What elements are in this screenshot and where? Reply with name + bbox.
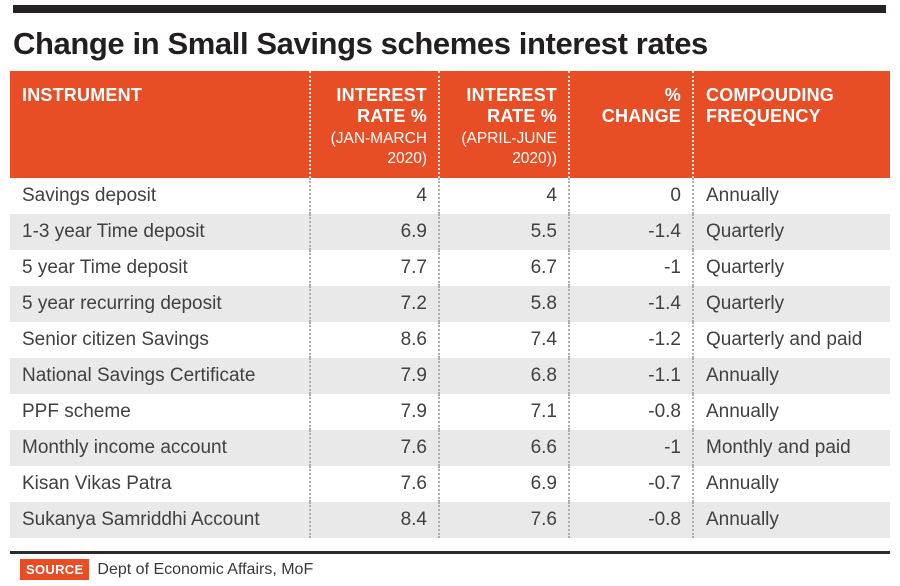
table-row: 5 year recurring deposit 7.2 5.8 -1.4 Qu… (10, 286, 890, 322)
cell-percent-change: -0.8 (568, 394, 692, 430)
cell-instrument: 5 year Time deposit (22, 257, 188, 278)
cell-rate-jan-march: 4 (309, 178, 438, 214)
page-title: Change in Small Savings schemes interest… (13, 26, 708, 61)
cell-instrument: 5 year recurring deposit (22, 293, 222, 314)
cell-rate-jan-march: 7.9 (309, 394, 438, 430)
cell-rate-jan-march: 6.9 (309, 214, 438, 250)
cell-instrument: Kisan Vikas Patra (22, 473, 172, 494)
cell-instrument: Sukanya Samriddhi Account (22, 509, 260, 530)
cell-rate-jan-march: 7.2 (309, 286, 438, 322)
column-header-percent-change: % CHANGE (568, 71, 692, 178)
cell-instrument: National Savings Certificate (22, 365, 256, 386)
table-row: Senior citizen Savings 8.6 7.4 -1.2 Quar… (10, 322, 890, 358)
cell-frequency: Annually (692, 178, 890, 214)
cell-rate-april-june: 7.4 (438, 322, 568, 358)
column-header-sublabel: (JAN-MARCH 2020) (330, 130, 427, 167)
table-body: Savings deposit 4 4 0 Annually 1-3 year … (10, 178, 890, 538)
cell-frequency: Quarterly (692, 286, 890, 322)
column-header-label: INTEREST RATE % (466, 85, 557, 126)
cell-frequency: Annually (692, 466, 890, 502)
interest-rates-table: INSTRUMENT INTEREST RATE % (JAN-MARCH 20… (10, 71, 890, 538)
cell-rate-jan-march: 7.7 (309, 250, 438, 286)
table-row: Kisan Vikas Patra 7.6 6.9 -0.7 Annually (10, 466, 890, 502)
cell-rate-jan-march: 8.6 (309, 322, 438, 358)
cell-instrument: Monthly income account (22, 437, 227, 458)
bottom-divider (10, 551, 890, 554)
column-header-label: INTEREST RATE % (336, 85, 427, 126)
cell-percent-change: -1 (568, 250, 692, 286)
cell-rate-april-june: 5.5 (438, 214, 568, 250)
cell-rate-april-june: 6.9 (438, 466, 568, 502)
cell-frequency: Quarterly and paid (692, 322, 890, 358)
cell-frequency: Quarterly (692, 214, 890, 250)
table-row: Savings deposit 4 4 0 Annually (10, 178, 890, 214)
cell-percent-change: -0.8 (568, 502, 692, 538)
cell-frequency: Quarterly (692, 250, 890, 286)
column-header-rate-jan-march: INTEREST RATE % (JAN-MARCH 2020) (309, 71, 438, 178)
cell-instrument: Savings deposit (22, 185, 157, 206)
column-header-label: COMPOUDING FREQUENCY (706, 85, 834, 126)
cell-rate-jan-march: 7.9 (309, 358, 438, 394)
column-header-instrument: INSTRUMENT (10, 71, 309, 178)
cell-percent-change: -1.4 (568, 286, 692, 322)
cell-percent-change: 0 (568, 178, 692, 214)
cell-frequency: Annually (692, 394, 890, 430)
top-accent-bar (13, 5, 886, 13)
cell-frequency: Annually (692, 358, 890, 394)
cell-rate-jan-march: 7.6 (309, 430, 438, 466)
cell-rate-april-june: 6.7 (438, 250, 568, 286)
table-row: Monthly income account 7.6 6.6 -1 Monthl… (10, 430, 890, 466)
table-row: 5 year Time deposit 7.7 6.7 -1 Quarterly (10, 250, 890, 286)
table-row: 1-3 year Time deposit 6.9 5.5 -1.4 Quart… (10, 214, 890, 250)
cell-percent-change: -1 (568, 430, 692, 466)
table-row: PPF scheme 7.9 7.1 -0.8 Annually (10, 394, 890, 430)
cell-frequency: Annually (692, 502, 890, 538)
source-badge: SOURCE (20, 559, 90, 580)
cell-percent-change: -1.4 (568, 214, 692, 250)
cell-instrument: 1-3 year Time deposit (22, 221, 205, 242)
source-line: SOURCE Dept of Economic Affairs, MoF (20, 559, 313, 580)
cell-rate-jan-march: 8.4 (309, 502, 438, 538)
column-header-label: % CHANGE (601, 85, 681, 126)
column-header-rate-april-june: INTEREST RATE % (APRIL-JUNE 2020)) (438, 71, 568, 178)
cell-rate-april-june: 7.1 (438, 394, 568, 430)
cell-rate-april-june: 6.6 (438, 430, 568, 466)
table-header-row: INSTRUMENT INTEREST RATE % (JAN-MARCH 20… (10, 71, 890, 178)
table-row: Sukanya Samriddhi Account 8.4 7.6 -0.8 A… (10, 502, 890, 538)
source-text: Dept of Economic Affairs, MoF (97, 560, 314, 578)
cell-percent-change: -1.2 (568, 322, 692, 358)
column-header-sublabel: (APRIL-JUNE 2020)) (461, 130, 557, 167)
cell-instrument: PPF scheme (22, 401, 131, 422)
table-row: National Savings Certificate 7.9 6.8 -1.… (10, 358, 890, 394)
cell-rate-april-june: 5.8 (438, 286, 568, 322)
cell-rate-jan-march: 7.6 (309, 466, 438, 502)
cell-rate-april-june: 4 (438, 178, 568, 214)
cell-rate-april-june: 6.8 (438, 358, 568, 394)
column-header-label: INSTRUMENT (22, 85, 142, 105)
cell-percent-change: -0.7 (568, 466, 692, 502)
cell-rate-april-june: 7.6 (438, 502, 568, 538)
column-header-compounding-frequency: COMPOUDING FREQUENCY (692, 71, 890, 178)
cell-instrument: Senior citizen Savings (22, 329, 209, 350)
cell-frequency: Monthly and paid (692, 430, 890, 466)
cell-percent-change: -1.1 (568, 358, 692, 394)
